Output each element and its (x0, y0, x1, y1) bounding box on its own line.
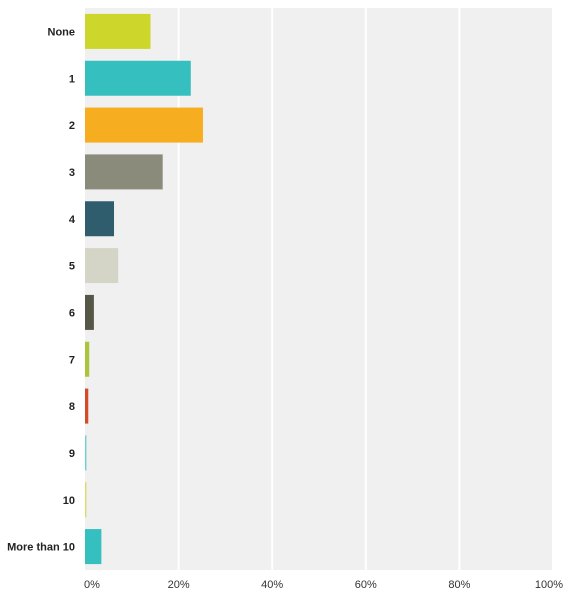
category-label: 3 (69, 167, 75, 179)
x-tick-label: 40% (261, 579, 283, 591)
x-tick-label: 100% (535, 579, 563, 591)
category-label: 6 (69, 307, 75, 319)
bar-10[interactable] (85, 482, 87, 518)
category-label: 9 (69, 448, 75, 460)
bar-more-than-10[interactable] (85, 529, 102, 565)
bars (85, 13, 203, 565)
category-labels: None 1 2 3 4 5 6 7 8 9 10 More than 10 (7, 26, 76, 553)
category-label: 4 (69, 214, 76, 226)
bar-7[interactable] (85, 341, 90, 377)
bar-1[interactable] (85, 60, 191, 96)
x-tick-label: 0% (84, 579, 100, 591)
category-label: 8 (69, 401, 75, 413)
category-label: 2 (69, 120, 75, 132)
bar-3[interactable] (85, 154, 163, 190)
x-tick-label: 60% (355, 579, 377, 591)
category-label: 5 (69, 261, 75, 273)
bar-6[interactable] (85, 294, 94, 330)
category-label: 1 (69, 73, 75, 85)
bar-none[interactable] (85, 13, 151, 49)
x-tick-labels: 0% 20% 40% 60% 80% 100% (84, 579, 563, 591)
x-tick-label: 20% (168, 579, 190, 591)
bar-9[interactable] (85, 435, 87, 471)
bar-8[interactable] (85, 388, 89, 424)
category-label: More than 10 (7, 542, 75, 554)
bar-4[interactable] (85, 201, 115, 237)
bar-5[interactable] (85, 248, 119, 284)
bar-2[interactable] (85, 107, 203, 143)
category-label: 10 (63, 495, 75, 507)
category-label: None (48, 26, 76, 38)
x-tick-label: 80% (448, 579, 470, 591)
gridlines (177, 8, 554, 570)
category-label: 7 (69, 354, 75, 366)
plot-background (85, 8, 553, 570)
